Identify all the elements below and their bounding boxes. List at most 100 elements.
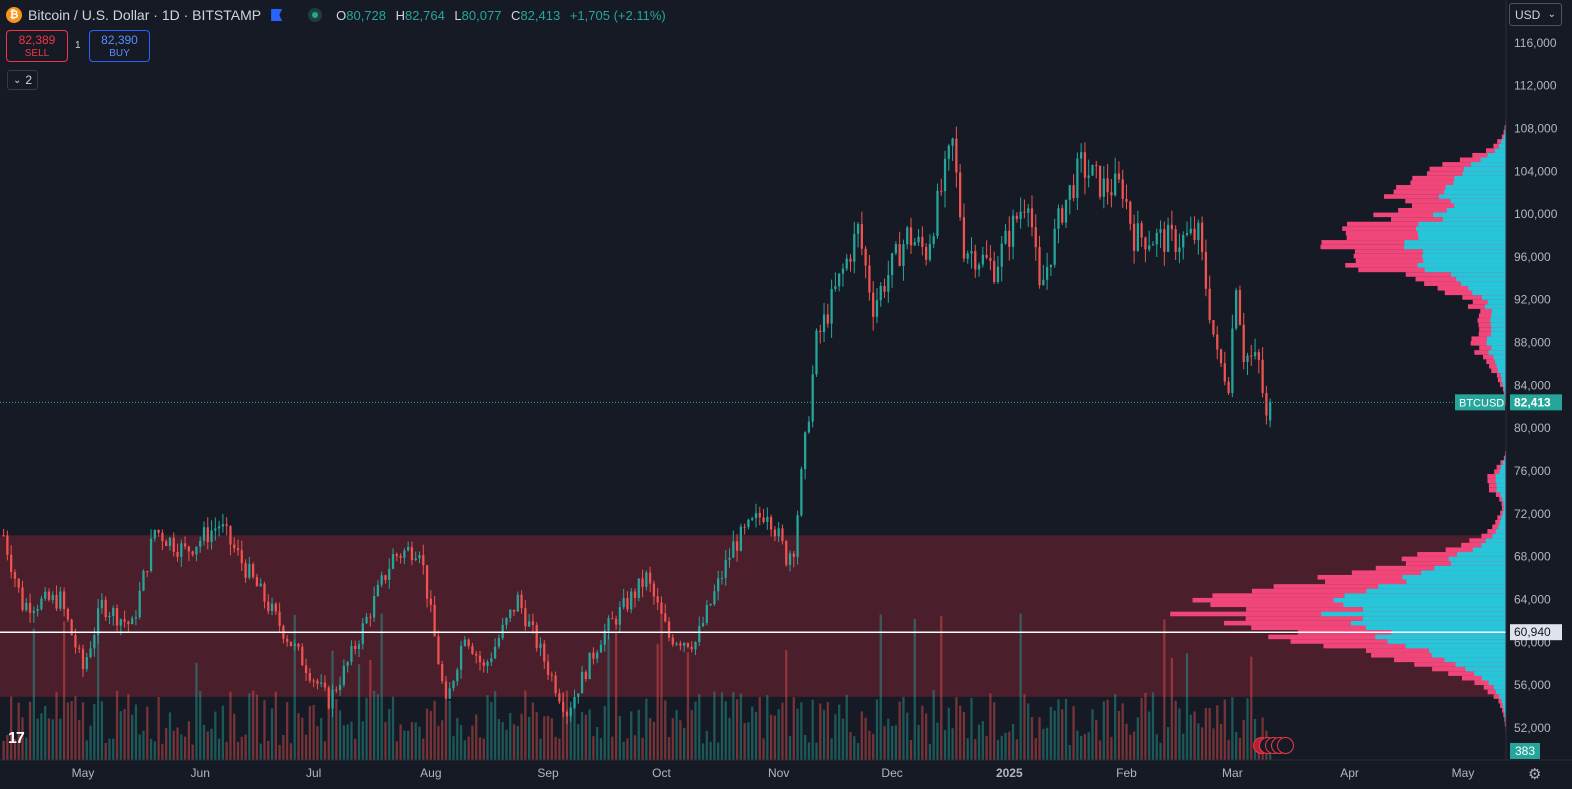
candle-body [376,584,380,597]
change-value: +1,705 (+2.11%) [569,7,666,23]
candle-body [1129,201,1132,224]
volume-bar [308,706,311,760]
volume-profile-buy [1365,625,1506,631]
candle-body [1023,211,1026,213]
candle-body [384,575,387,580]
volume-profile-buy [1496,363,1506,369]
candle-body [754,513,758,519]
volume-bar [554,736,557,760]
volume-bar [214,711,217,760]
candle-body [10,554,13,573]
indicators-count: 2 [25,73,33,87]
symbol-badge [1455,394,1505,411]
volume-bar [996,739,1000,760]
x-tick-label: May [1452,766,1475,780]
volume-bar [89,725,92,760]
volume-bar [728,717,731,760]
volume-bar [176,727,179,760]
volume-bar [1200,727,1204,760]
candle-body [826,314,829,324]
currency-selector[interactable]: USD ⌄ [1509,3,1562,26]
candle-body [694,642,697,650]
candle-body [51,594,54,601]
volume-bar [543,716,546,760]
volume-profile-buy [1454,203,1506,208]
volume-bar [1061,709,1064,760]
candle-body [648,572,652,584]
volume-badge [1510,743,1540,759]
buy-button[interactable]: 82,390 BUY [89,30,150,62]
candle-body [822,314,826,333]
candle-body [161,532,164,542]
candle-body [255,576,259,587]
candle-body [244,563,247,578]
candle-body [1106,178,1109,193]
candle-body [667,621,671,638]
candle-body [645,572,648,587]
sell-button[interactable]: 82,389 SELL [6,30,68,62]
volume-bar [815,742,818,760]
volume-profile-buy [1491,308,1506,314]
volume-bar [751,706,754,760]
volume-bar [981,721,984,760]
volume-bar [766,694,769,760]
last-price-badge [1510,394,1562,411]
volume-bar [365,697,368,760]
candle-body [32,610,35,613]
volume-bar [974,739,977,760]
volume-bar [361,721,364,760]
candle-body [448,688,451,699]
volume-profile-buy [1488,350,1506,355]
candle-body [40,598,43,610]
volume-profile-buy [1491,345,1506,351]
flag-icon[interactable] [271,9,283,21]
volume-bar [562,692,565,760]
volume-profile-buy [1499,143,1506,149]
volume-bar [100,701,104,760]
candle-body [157,529,160,533]
volume-profile-buy [1503,708,1506,713]
candle-body [800,469,803,516]
volume-profile-buy [1504,386,1506,392]
candle-body [834,286,837,289]
candle-body [74,635,77,648]
candle-body [894,244,898,254]
volume-bar [838,704,841,760]
currency-value: USD [1515,7,1541,22]
volume-bar [788,736,792,760]
gear-icon[interactable]: ⚙ [1528,766,1542,783]
candle-body [664,613,667,622]
volume-bar [648,718,652,760]
candle-body [558,693,561,702]
volume-bar [879,614,882,760]
candle-body [543,643,546,662]
volume-bar [138,734,141,760]
volume-profile-buy [1504,455,1506,461]
sell-price: 82,389 [18,33,56,47]
volume-bar [1057,699,1060,760]
volume-bar [660,610,663,760]
volume-bar [1163,619,1166,760]
candle-body [577,693,580,698]
volume-profile-buy [1487,299,1506,305]
volume-bar [244,734,247,760]
tradingview-logo[interactable]: 17 [8,730,25,747]
candle-body [505,618,508,625]
volume-profile-buy [1501,515,1506,520]
volume-bar [959,705,962,760]
candle-body [361,623,364,645]
candle-body [463,639,466,646]
indicators-toggle[interactable]: ⌄ 2 [7,70,38,90]
volume-profile-buy [1496,483,1506,488]
volume-bar [845,694,848,760]
economic-events-markers[interactable] [1253,737,1294,754]
volume-bar [1030,717,1034,760]
candle-body [698,625,701,643]
symbol-title[interactable]: Bitcoin / U.S. Dollar · 1D · BITSTAMP [28,7,262,23]
y-tick-label: 80,000 [1514,421,1551,435]
candle-body [62,591,66,609]
volume-bar [372,690,376,760]
market-status-icon[interactable] [308,8,323,22]
